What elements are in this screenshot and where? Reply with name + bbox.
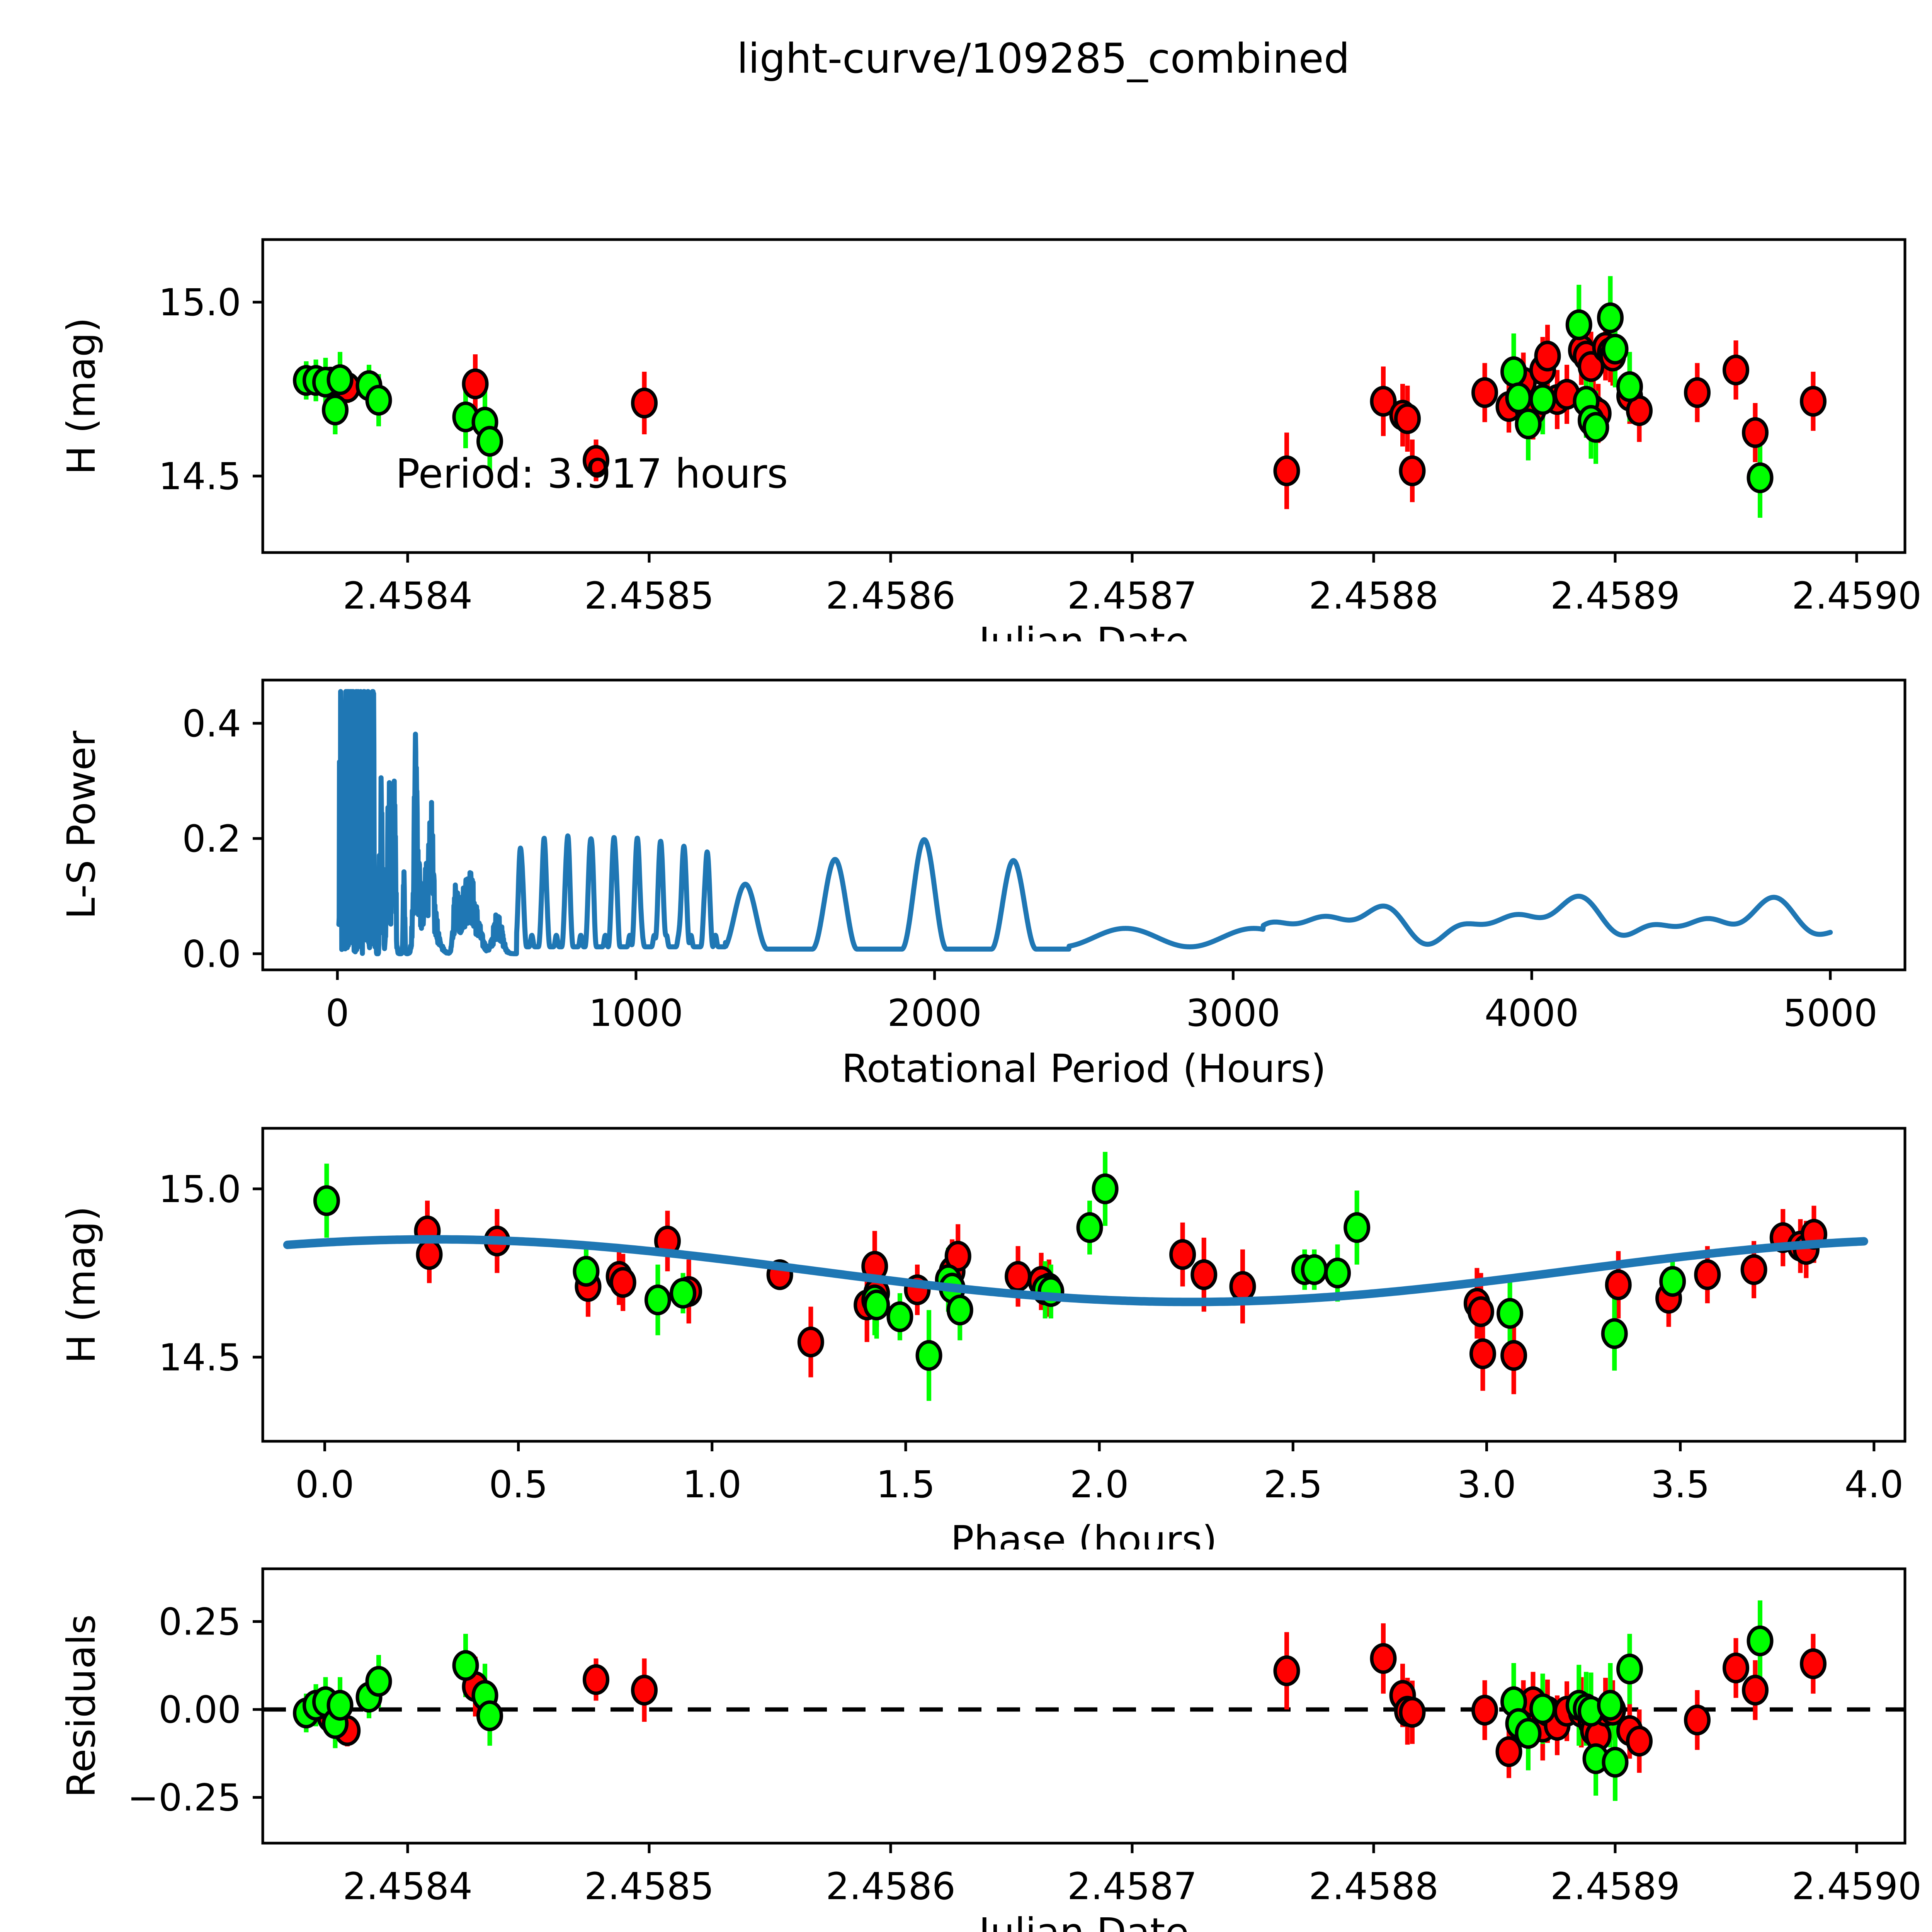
- svg-text:Phase (hours): Phase (hours): [951, 1517, 1217, 1549]
- svg-text:0.0: 0.0: [182, 932, 241, 976]
- svg-text:H (mag): H (mag): [59, 1206, 104, 1363]
- svg-text:15.0: 15.0: [158, 281, 241, 324]
- svg-text:2.0: 2.0: [1070, 1463, 1129, 1506]
- svg-text:Julian Date: Julian Date: [976, 619, 1189, 641]
- svg-text:1.5: 1.5: [876, 1463, 935, 1506]
- svg-text:3000: 3000: [1186, 992, 1280, 1035]
- svg-text:2.4588: 2.4588: [1309, 574, 1439, 617]
- svg-text:2.4586: 2.4586: [826, 1865, 956, 1908]
- panel-phase-folded: 0.0 0.5 1.0 1.5 2.0 2.5 3.0 3.5 4.0 15.0 14.5 H (ma…: [0, 1109, 1932, 1549]
- svg-text:4000: 4000: [1485, 992, 1579, 1035]
- svg-text:2.4588: 2.4588: [1309, 1865, 1439, 1908]
- svg-text:0.5: 0.5: [489, 1463, 548, 1506]
- periodogram-curve: [336, 689, 1833, 956]
- svg-text:2.4589: 2.4589: [1550, 574, 1680, 617]
- svg-text:0.0: 0.0: [295, 1463, 354, 1506]
- svg-text:3.0: 3.0: [1457, 1463, 1516, 1506]
- svg-text:3.5: 3.5: [1651, 1463, 1710, 1506]
- svg-text:Residuals: Residuals: [59, 1614, 104, 1798]
- svg-text:14.5: 14.5: [158, 455, 241, 498]
- svg-text:2.4586: 2.4586: [826, 574, 956, 617]
- svg-text:0.25: 0.25: [158, 1600, 241, 1644]
- svg-text:5000: 5000: [1783, 992, 1878, 1035]
- svg-text:2.4589: 2.4589: [1550, 1865, 1680, 1908]
- sinusoid-fit-curve: [283, 1235, 1868, 1306]
- svg-text:0.00: 0.00: [158, 1688, 241, 1731]
- svg-text:H (mag): H (mag): [59, 317, 104, 474]
- panel-periodogram: 0 1000 2000 3000 4000 5000 0.0 0.2 0.4 L-S Power R…: [0, 665, 1932, 1090]
- svg-text:2000: 2000: [887, 992, 981, 1035]
- svg-text:1000: 1000: [589, 992, 683, 1035]
- svg-text:4.0: 4.0: [1844, 1463, 1903, 1506]
- svg-text:2.4590: 2.4590: [1792, 1865, 1922, 1908]
- svg-text:Julian Date: Julian Date: [976, 1910, 1189, 1932]
- svg-text:15.0: 15.0: [158, 1168, 241, 1211]
- svg-text:2.4584: 2.4584: [343, 1865, 473, 1908]
- svg-text:0.4: 0.4: [182, 702, 241, 745]
- svg-text:2.4584: 2.4584: [343, 574, 473, 617]
- period-annotation: Period: 3.917 hours: [396, 450, 788, 497]
- svg-text:2.4590: 2.4590: [1792, 574, 1922, 617]
- svg-text:0: 0: [326, 992, 349, 1035]
- svg-text:L-S Power: L-S Power: [59, 730, 104, 919]
- svg-text:2.5: 2.5: [1264, 1463, 1323, 1506]
- panel-light-curve: 2.4584 2.4585 2.4586 2.4587 2.4588 2.4589 2.45…: [0, 216, 1932, 641]
- page-title: light-curve/109285_combined: [736, 35, 1350, 82]
- svg-text:14.5: 14.5: [158, 1336, 241, 1379]
- svg-text:0.2: 0.2: [182, 817, 241, 861]
- svg-text:2.4587: 2.4587: [1067, 1865, 1197, 1908]
- svg-text:Rotational Period (Hours): Rotational Period (Hours): [842, 1046, 1326, 1090]
- svg-text:1.0: 1.0: [682, 1463, 742, 1506]
- svg-text:2.4585: 2.4585: [584, 1865, 714, 1908]
- svg-text:2.4585: 2.4585: [584, 574, 714, 617]
- svg-text:−0.25: −0.25: [128, 1776, 241, 1820]
- svg-text:2.4587: 2.4587: [1067, 574, 1197, 617]
- panel-residuals: 2.4584 2.4585 2.4586 2.4587 2.4588 2.4589 2.45…: [0, 1549, 1932, 1932]
